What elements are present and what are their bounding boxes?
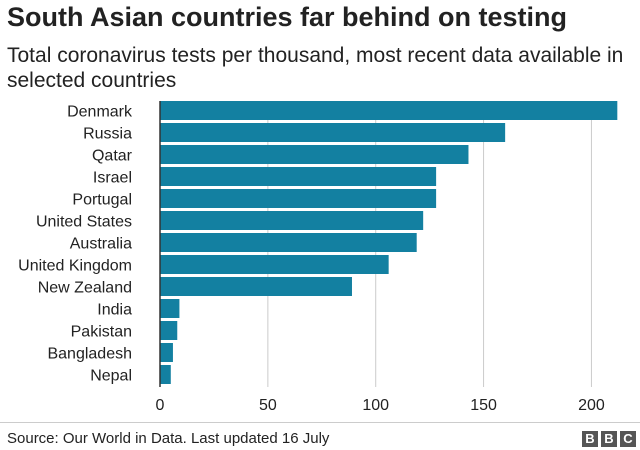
bar bbox=[160, 365, 171, 384]
x-tick-label: 100 bbox=[362, 397, 389, 414]
bar-chart: 0 50 100 150 200 Denmark Russia Qatar Israel Port… bbox=[18, 101, 618, 414]
category-label: New Zealand bbox=[38, 280, 132, 297]
category-label: Nepal bbox=[90, 368, 132, 385]
x-tick-label: 200 bbox=[578, 397, 605, 414]
category-label: Portugal bbox=[72, 192, 132, 209]
footer-divider bbox=[0, 422, 640, 423]
bar bbox=[160, 299, 180, 318]
category-label: United Kingdom bbox=[18, 258, 132, 275]
category-label: Russia bbox=[83, 126, 132, 143]
bar bbox=[160, 255, 389, 274]
category-label: Qatar bbox=[92, 148, 133, 165]
bar bbox=[160, 343, 173, 362]
bar bbox=[160, 123, 506, 142]
chart-subtitle: Total coronavirus tests per thousand, mo… bbox=[7, 44, 624, 92]
x-tick-label: 50 bbox=[259, 397, 277, 414]
bar bbox=[160, 189, 437, 208]
bar bbox=[160, 145, 469, 164]
bar bbox=[160, 233, 417, 252]
chart-title: South Asian countries far behind on test… bbox=[7, 2, 568, 32]
logo-letter-2: B bbox=[601, 431, 617, 447]
category-label: Denmark bbox=[67, 104, 133, 121]
category-label: Australia bbox=[70, 236, 132, 253]
axes: 0 50 100 150 200 Denmark Russia Qatar Israel Port… bbox=[18, 101, 605, 414]
bar bbox=[160, 321, 178, 340]
logo-letter-1: B bbox=[582, 431, 598, 447]
x-tick-label: 150 bbox=[470, 397, 497, 414]
category-label: Bangladesh bbox=[47, 346, 132, 363]
bar bbox=[160, 167, 437, 186]
bar bbox=[160, 211, 424, 230]
category-label: India bbox=[97, 302, 132, 319]
bar bbox=[160, 277, 352, 296]
category-label: Israel bbox=[93, 170, 132, 187]
x-tick-label: 0 bbox=[156, 397, 165, 414]
bar bbox=[160, 101, 618, 120]
category-label: United States bbox=[36, 214, 132, 231]
category-label: Pakistan bbox=[71, 324, 132, 341]
bbc-logo: B B C bbox=[582, 431, 636, 447]
logo-letter-3: C bbox=[620, 431, 636, 447]
source-note: Source: Our World in Data. Last updated … bbox=[7, 430, 330, 447]
bars bbox=[160, 101, 618, 384]
